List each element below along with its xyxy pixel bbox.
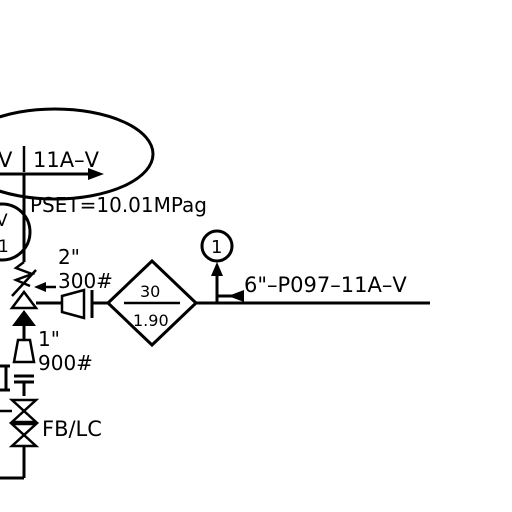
right-flow-arrow-head [228, 290, 244, 302]
reducer-icon [60, 288, 86, 320]
gate-valve-icon [8, 398, 40, 424]
diamond-top-value: 30 [140, 282, 160, 301]
connector-arrow-head [211, 262, 223, 276]
spring-diagonal [11, 269, 37, 297]
gate-valve-lower-icon [8, 422, 40, 448]
valve-note: FB/LC [42, 417, 102, 441]
relief-tag-top: V [0, 211, 8, 231]
diamond-bottom-value: 1.90 [133, 311, 169, 330]
drain-reducer-icon [12, 338, 36, 364]
flow-arrow-head [88, 168, 104, 180]
inlet-size-label: 2" [58, 245, 80, 269]
drain-rating-label: 900# [38, 351, 93, 375]
relief-tag-bottom: 1 [0, 237, 9, 257]
outlet-arrow-head [34, 282, 46, 292]
line-label-top-left: V [0, 148, 13, 172]
drain-size-label: 1" [38, 327, 60, 351]
relief-valve-lower-icon [12, 310, 36, 326]
inlet-rating-label: 300# [58, 269, 113, 293]
off-page-ref: 1 [211, 237, 222, 258]
line-label-right: 6"–P097–11A–V [244, 273, 407, 297]
relief-valve-tag-circle [0, 202, 32, 262]
pset-label: PSET=10.01MPag [30, 193, 207, 217]
line-label-top: 11A–V [33, 148, 100, 172]
relief-valve-body-icon [9, 289, 39, 310]
revision-cloud [0, 107, 155, 201]
off-page-connector [200, 229, 234, 263]
